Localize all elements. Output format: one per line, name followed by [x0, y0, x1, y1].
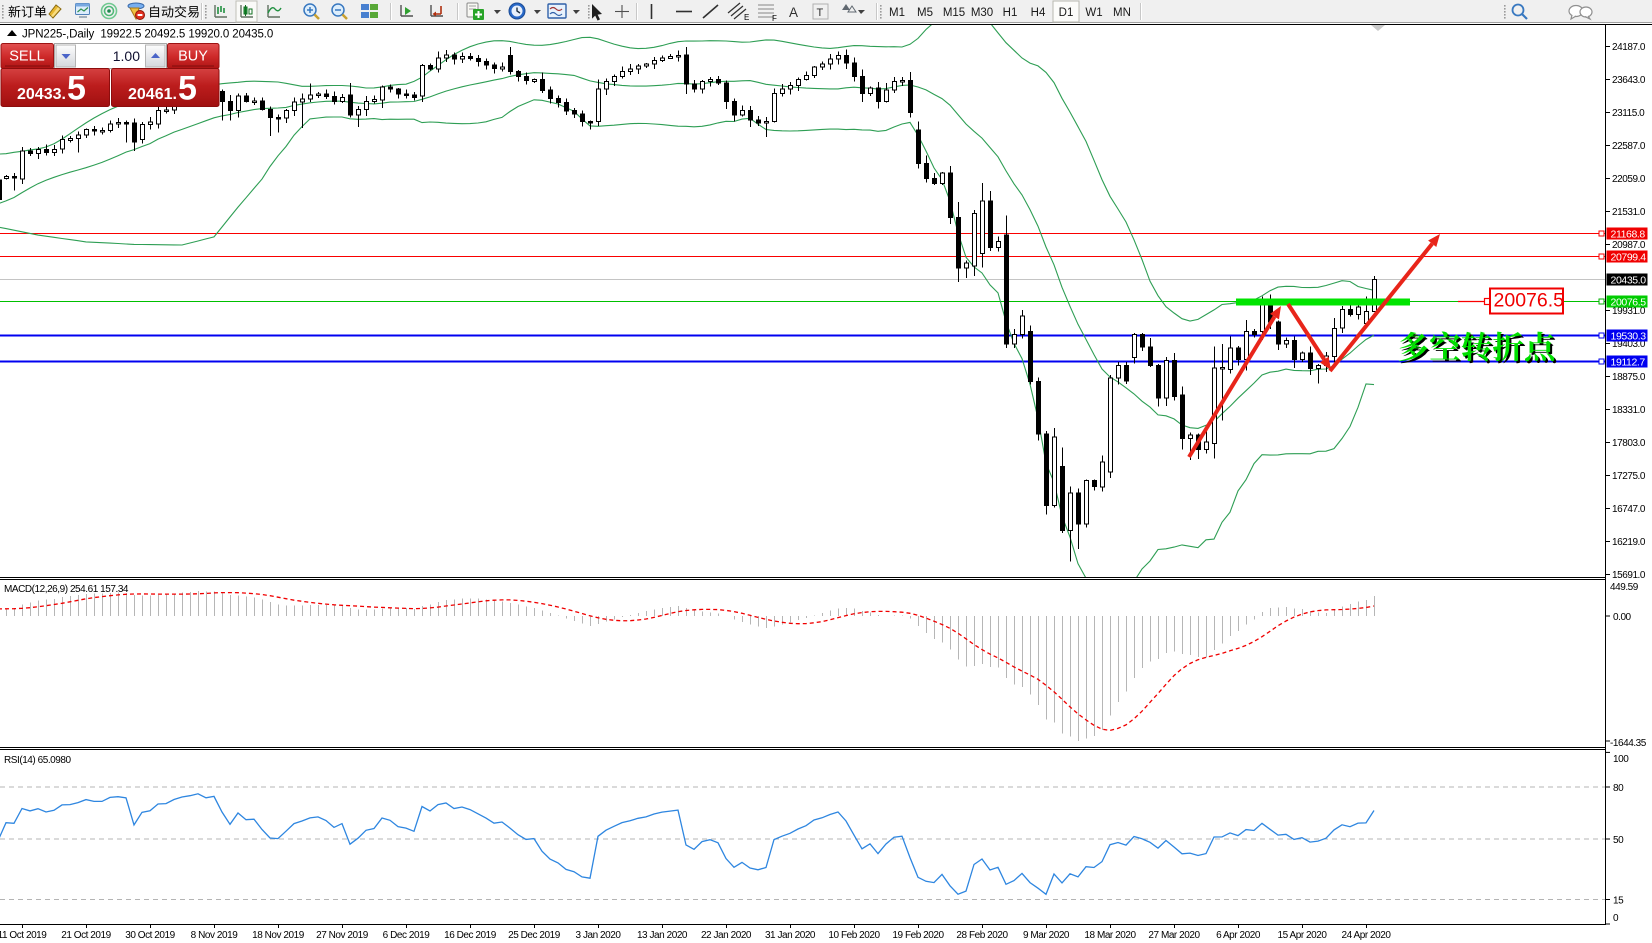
- svg-text:31 Jan 2020: 31 Jan 2020: [765, 930, 816, 941]
- svg-text:13 Jan 2020: 13 Jan 2020: [637, 930, 688, 941]
- svg-text:0: 0: [1613, 913, 1619, 924]
- svg-text:6 Apr 2020: 6 Apr 2020: [1216, 930, 1261, 941]
- svg-text:28 Feb 2020: 28 Feb 2020: [956, 930, 1008, 941]
- svg-text:25 Dec 2019: 25 Dec 2019: [508, 930, 561, 941]
- svg-text:20987.0: 20987.0: [1612, 240, 1646, 251]
- svg-text:20435.0: 20435.0: [1611, 274, 1647, 286]
- svg-text:15 Apr 2020: 15 Apr 2020: [1278, 930, 1328, 941]
- svg-text:27 Mar 2020: 27 Mar 2020: [1148, 930, 1200, 941]
- svg-text:27 Nov 2019: 27 Nov 2019: [316, 930, 369, 941]
- svg-text:SELL: SELL: [9, 49, 44, 65]
- svg-text:-1644.35: -1644.35: [1610, 738, 1647, 749]
- svg-text:23643.0: 23643.0: [1612, 75, 1646, 86]
- svg-text:20799.4: 20799.4: [1611, 251, 1647, 263]
- svg-text:19931.0: 19931.0: [1612, 306, 1646, 317]
- svg-text:20461: 20461: [128, 86, 173, 103]
- svg-text:30 Oct 2019: 30 Oct 2019: [125, 930, 175, 941]
- svg-text:21531.0: 21531.0: [1612, 207, 1646, 218]
- svg-text:17803.0: 17803.0: [1612, 438, 1646, 449]
- svg-text:21168.8: 21168.8: [1611, 228, 1646, 240]
- svg-text:15691.0: 15691.0: [1612, 570, 1646, 581]
- svg-text:3 Jan 2020: 3 Jan 2020: [576, 930, 622, 941]
- svg-text:10 Feb 2020: 10 Feb 2020: [828, 930, 880, 941]
- svg-text:5: 5: [67, 70, 86, 108]
- svg-text:5: 5: [178, 70, 197, 108]
- svg-text:W1: W1: [1085, 7, 1102, 19]
- svg-text:19403.0: 19403.0: [1612, 339, 1646, 350]
- svg-text:M5: M5: [917, 7, 933, 19]
- svg-text:D1: D1: [1059, 7, 1074, 19]
- svg-text:T: T: [817, 7, 824, 19]
- svg-text:80: 80: [1613, 783, 1624, 794]
- svg-text:1.00: 1.00: [113, 48, 140, 64]
- svg-text:RSI(14) 65.0980: RSI(14) 65.0980: [4, 755, 72, 766]
- svg-text:H1: H1: [1003, 7, 1018, 19]
- svg-text:MN: MN: [1113, 7, 1131, 19]
- svg-text:16747.0: 16747.0: [1612, 504, 1646, 515]
- svg-text:20076.5: 20076.5: [1494, 290, 1565, 312]
- svg-text:16 Dec 2019: 16 Dec 2019: [444, 930, 497, 941]
- svg-text:23115.0: 23115.0: [1612, 108, 1645, 119]
- svg-text:11 Oct 2019: 11 Oct 2019: [0, 930, 47, 941]
- svg-text:449.59: 449.59: [1610, 582, 1639, 593]
- svg-text:22059.0: 22059.0: [1612, 174, 1646, 185]
- svg-text:H4: H4: [1031, 7, 1046, 19]
- svg-text:50: 50: [1613, 835, 1624, 846]
- svg-text:21 Oct 2019: 21 Oct 2019: [61, 930, 111, 941]
- svg-text:E: E: [744, 13, 749, 22]
- svg-text:20076.5: 20076.5: [1611, 296, 1647, 308]
- svg-text:F: F: [772, 14, 777, 23]
- svg-text:24187.0: 24187.0: [1612, 42, 1646, 53]
- svg-text:8 Nov 2019: 8 Nov 2019: [191, 930, 239, 941]
- svg-text:22587.0: 22587.0: [1612, 141, 1646, 152]
- svg-text:18331.0: 18331.0: [1612, 405, 1646, 416]
- svg-text:0.00: 0.00: [1613, 612, 1632, 623]
- svg-text:19112.7: 19112.7: [1611, 356, 1646, 368]
- svg-text:20433: 20433: [17, 86, 62, 103]
- svg-text:.: .: [62, 86, 66, 103]
- svg-text:BUY: BUY: [178, 49, 208, 65]
- svg-text:JPN225-,Daily 19922.5 20492.5: JPN225-,Daily 19922.5 20492.5 19920.0 20…: [22, 29, 273, 41]
- svg-text:18875.0: 18875.0: [1612, 372, 1646, 383]
- svg-text:15: 15: [1613, 896, 1624, 907]
- svg-text:18 Nov 2019: 18 Nov 2019: [252, 930, 305, 941]
- svg-text:16219.0: 16219.0: [1612, 537, 1646, 548]
- svg-text:19530.3: 19530.3: [1611, 330, 1647, 342]
- svg-text:6 Dec 2019: 6 Dec 2019: [383, 930, 431, 941]
- svg-text:24 Apr 2020: 24 Apr 2020: [1342, 930, 1392, 941]
- svg-text:.: .: [173, 86, 177, 103]
- svg-text:19 Feb 2020: 19 Feb 2020: [892, 930, 944, 941]
- svg-text:17275.0: 17275.0: [1612, 471, 1646, 482]
- svg-text:MACD(12,26,9) 254.61 157.34: MACD(12,26,9) 254.61 157.34: [4, 584, 129, 595]
- svg-text:M1: M1: [889, 7, 905, 19]
- svg-text:100: 100: [1613, 754, 1629, 765]
- svg-text:M30: M30: [971, 7, 993, 19]
- svg-text:9 Mar 2020: 9 Mar 2020: [1023, 930, 1070, 941]
- svg-text:M15: M15: [943, 7, 965, 19]
- svg-text:A: A: [789, 5, 798, 20]
- svg-text:22 Jan 2020: 22 Jan 2020: [701, 930, 752, 941]
- svg-text:18 Mar 2020: 18 Mar 2020: [1084, 930, 1136, 941]
